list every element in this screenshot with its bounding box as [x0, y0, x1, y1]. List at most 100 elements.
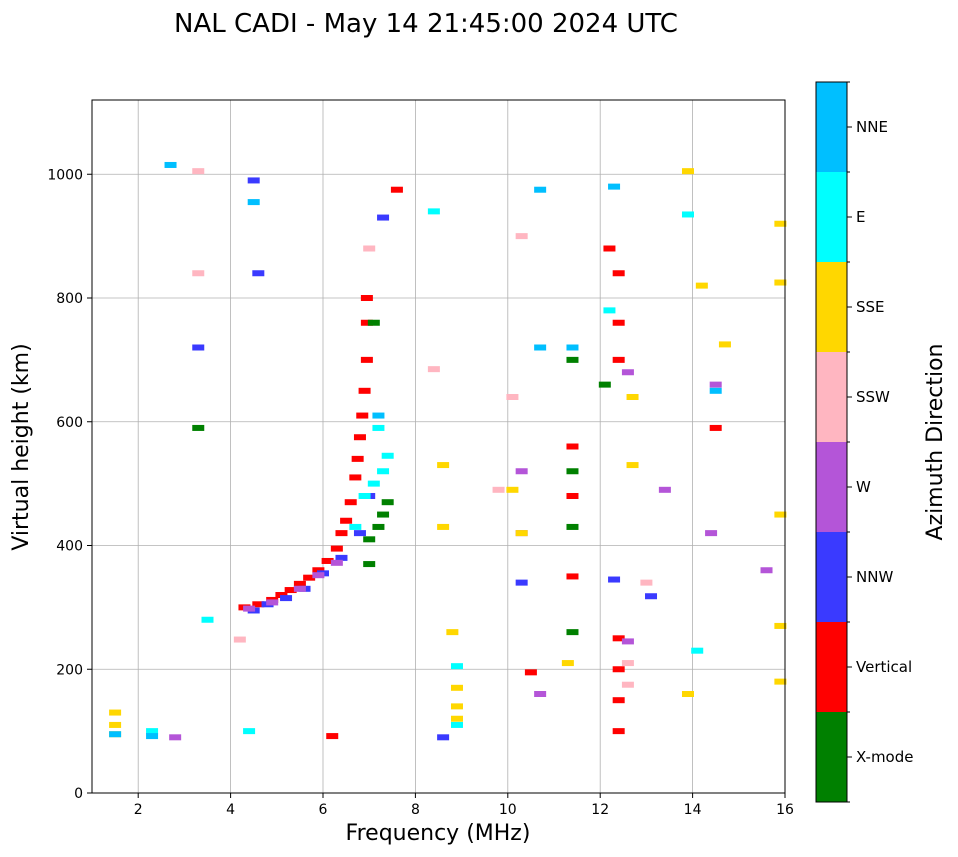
colorbar-tick-label: Vertical — [856, 658, 912, 676]
data-point — [774, 622, 787, 629]
data-point — [709, 424, 722, 431]
data-point — [280, 595, 293, 602]
data-point — [266, 599, 279, 606]
data-point — [515, 579, 528, 586]
data-point — [566, 344, 579, 351]
data-point — [363, 561, 376, 568]
data-point — [353, 434, 366, 441]
data-point — [658, 486, 671, 493]
data-point — [709, 387, 722, 394]
colorbar-segment — [816, 262, 847, 352]
data-point — [705, 530, 718, 537]
data-point — [446, 629, 459, 636]
y-tick-label: 600 — [56, 415, 83, 431]
data-point — [169, 734, 182, 741]
colorbar-tick-label: NNE — [856, 118, 888, 136]
data-point — [612, 728, 625, 735]
data-point — [566, 629, 579, 636]
data-point — [146, 733, 159, 740]
plot-background — [92, 100, 785, 793]
data-point — [247, 199, 260, 206]
data-point — [640, 579, 653, 586]
data-point — [566, 523, 579, 530]
colorbar-tick-label: W — [856, 478, 871, 496]
x-tick-label: 12 — [591, 802, 609, 818]
series-x-mode — [192, 319, 611, 636]
y-tick-label: 800 — [56, 291, 83, 307]
data-point — [340, 517, 353, 524]
data-point — [612, 635, 625, 642]
data-point — [450, 703, 463, 710]
data-point — [367, 319, 380, 326]
y-tick-label: 0 — [74, 786, 83, 802]
data-point — [353, 530, 366, 537]
data-point — [109, 709, 122, 716]
data-point — [358, 387, 371, 394]
data-point — [367, 480, 380, 487]
data-point — [437, 523, 450, 530]
colorbar-tick-label: X-mode — [856, 748, 913, 766]
data-point — [566, 573, 579, 580]
colorbar-segment — [816, 532, 847, 622]
y-tick-label: 400 — [56, 539, 83, 555]
y-tick-label: 200 — [56, 662, 83, 678]
data-point — [718, 341, 731, 348]
data-point — [372, 412, 385, 419]
data-point — [691, 647, 704, 654]
data-point — [293, 585, 306, 592]
data-point — [381, 452, 394, 459]
data-point — [534, 344, 547, 351]
data-point — [360, 319, 373, 326]
data-point — [515, 530, 528, 537]
data-points — [109, 161, 787, 741]
data-point — [612, 697, 625, 704]
data-point — [450, 684, 463, 691]
data-point — [330, 545, 343, 552]
data-point — [326, 733, 339, 740]
x-tick-label: 6 — [319, 802, 328, 818]
data-point — [774, 678, 787, 685]
colorbar-label: Azimuth Direction — [923, 343, 948, 540]
data-point — [192, 270, 205, 277]
data-point — [566, 356, 579, 363]
data-point — [390, 186, 403, 193]
data-point — [450, 715, 463, 722]
data-point — [621, 638, 634, 645]
data-point — [351, 455, 364, 462]
data-point — [621, 369, 634, 376]
x-axis: 2 4 6 8 10 12 14 16 — [134, 793, 794, 818]
data-point — [312, 572, 325, 579]
data-point — [534, 186, 547, 193]
data-point — [608, 183, 621, 190]
data-point — [252, 270, 265, 277]
data-point — [566, 493, 579, 499]
data-point — [612, 319, 625, 326]
data-point — [192, 424, 205, 431]
data-point — [321, 557, 334, 564]
y-axis-label: Virtual height (km) — [9, 343, 34, 550]
data-point — [450, 663, 463, 670]
data-point — [372, 424, 385, 431]
data-point — [681, 211, 694, 218]
data-point — [201, 616, 214, 623]
data-point — [566, 468, 579, 475]
x-tick-label: 10 — [499, 802, 517, 818]
data-point — [626, 462, 639, 469]
data-point — [360, 295, 373, 301]
x-axis-label: Frequency (MHz) — [346, 821, 531, 846]
data-point — [774, 279, 787, 286]
data-point — [303, 574, 316, 581]
colorbar-segment — [816, 442, 847, 532]
data-point — [515, 233, 528, 240]
data-point — [349, 523, 362, 530]
colorbar-tick-label: E — [856, 208, 865, 226]
data-point — [534, 691, 547, 697]
data-point — [515, 468, 528, 475]
data-point — [612, 356, 625, 363]
data-point — [312, 567, 325, 574]
data-point — [612, 270, 625, 277]
x-tick-label: 8 — [411, 802, 420, 818]
data-point — [621, 681, 634, 688]
data-point — [335, 530, 348, 537]
